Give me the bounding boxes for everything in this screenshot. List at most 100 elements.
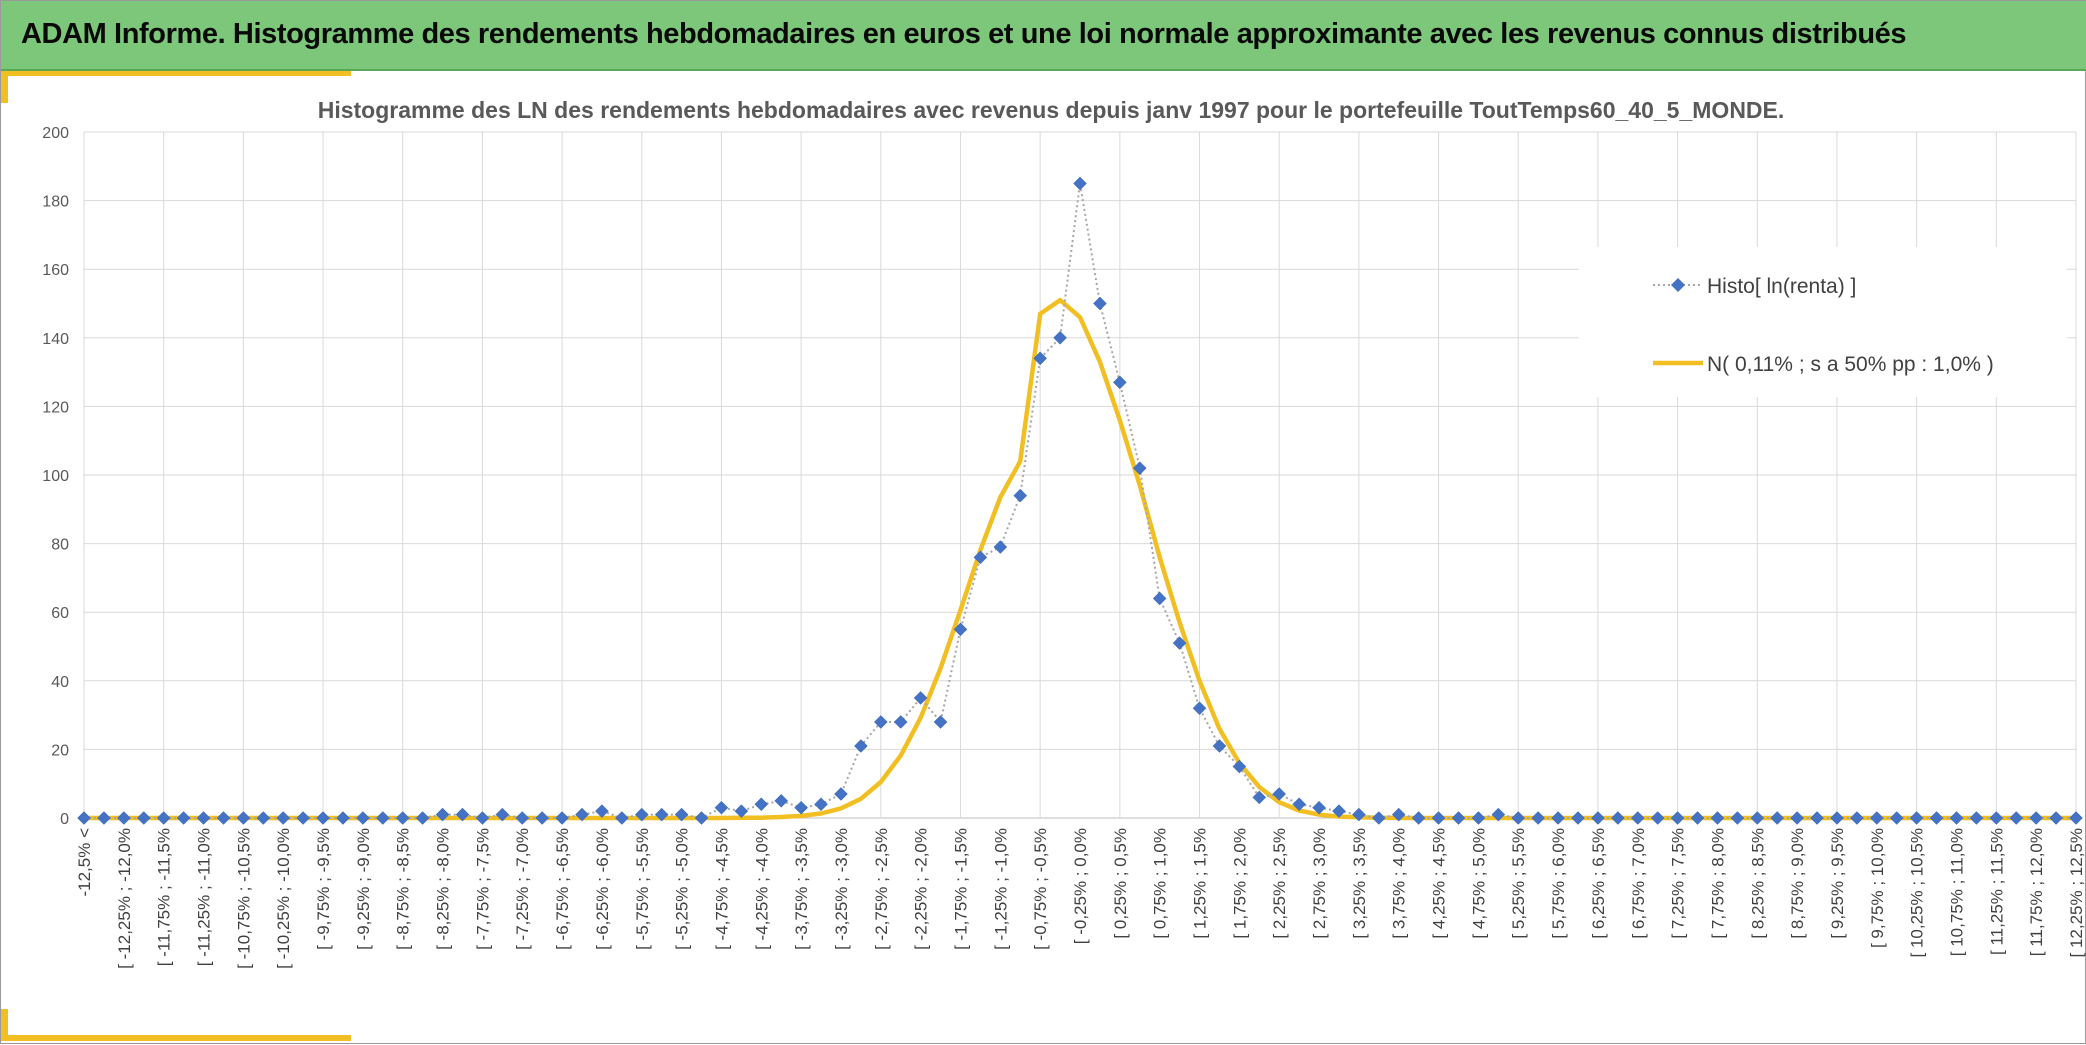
histogram-point — [734, 804, 749, 818]
histogram-point — [455, 807, 470, 822]
histogram-point — [336, 811, 350, 825]
x-tick-label: [ -3,75% ; -3,5% — [792, 828, 811, 950]
histogram-point — [1491, 807, 1506, 822]
histogram-point — [2069, 811, 2083, 825]
histogram-point — [1909, 811, 1924, 825]
histogram-point — [1989, 811, 2004, 825]
x-tick-label: [ 10,75% ; 11,0% — [1947, 828, 1966, 956]
x-tick-label: [ 5,75% ; 6,0% — [1549, 828, 1568, 939]
x-tick-label: [ -5,75% ; -5,5% — [633, 828, 652, 950]
histogram-point — [356, 811, 370, 825]
histogram-point — [1172, 636, 1187, 650]
histogram-point — [435, 807, 450, 822]
histogram-point — [1790, 811, 1804, 825]
histogram-point — [1212, 739, 1227, 753]
x-tick-label: [ -1,25% ; -1,0% — [991, 828, 1010, 950]
top-left-accent-bar — [1, 71, 351, 76]
y-tick-label: 20 — [51, 742, 69, 759]
x-tick-label: [ -6,75% ; -6,5% — [553, 828, 572, 950]
y-tick-label: 100 — [42, 468, 69, 485]
histogram-point — [236, 811, 251, 825]
y-tick-label: 140 — [42, 331, 69, 348]
histogram-point — [1750, 811, 1765, 825]
histogram-point — [1391, 807, 1406, 822]
x-tick-label: [ 0,75% ; 1,0% — [1151, 828, 1170, 939]
x-tick-label: [ -11,25% ; -11,0% — [195, 828, 214, 966]
x-tick-label: [ -4,75% ; -4,5% — [712, 828, 731, 950]
x-tick-label: -12,5% < — [75, 828, 94, 897]
x-tick-label: [ 1,25% ; 1,5% — [1191, 828, 1210, 939]
x-tick-label: [ -12,25% ; -12,0% — [115, 828, 134, 969]
y-tick-label: 120 — [42, 399, 69, 416]
x-tick-label: [ 4,75% ; 5,0% — [1469, 828, 1488, 939]
histogram-point — [2029, 811, 2044, 825]
x-tick-label: [ 11,25% ; 11,5% — [1987, 828, 2006, 955]
histogram-point — [1670, 811, 1685, 825]
histogram-point — [834, 787, 848, 801]
histogram-point — [2009, 811, 2024, 825]
histogram-point — [1969, 811, 1984, 825]
histogram-point — [1371, 811, 1386, 825]
histogram-point — [97, 811, 111, 825]
x-tick-label: [ -3,25% ; -3,0% — [832, 828, 851, 950]
histogram-point — [1511, 811, 1526, 825]
histogram-point — [694, 811, 709, 825]
legend-histogram-marker — [1671, 278, 1685, 292]
y-tick-label: 60 — [51, 605, 69, 622]
x-tick-label: [ 6,75% ; 7,0% — [1629, 828, 1648, 939]
x-tick-label: [ -11,75% ; -11,5% — [155, 828, 174, 966]
histogram-point — [1093, 296, 1107, 311]
x-tick-label: [ -10,25% ; -10,0% — [274, 828, 293, 969]
x-tick-label: [ -2,75% ; -2,5% — [872, 828, 891, 950]
histogram-point — [1292, 797, 1306, 812]
histogram-point — [176, 811, 191, 825]
histogram-point — [256, 811, 271, 825]
histogram-point — [535, 811, 550, 825]
histogram-point — [196, 811, 211, 825]
histogram-point — [873, 715, 888, 729]
histogram-point — [1710, 811, 1725, 825]
histogram-point — [595, 804, 609, 818]
histogram-point — [953, 622, 968, 637]
histogram-point — [1850, 811, 1864, 825]
histogram-point — [933, 715, 948, 729]
histogram-point — [774, 793, 789, 808]
x-tick-label: [ 3,75% ; 4,0% — [1390, 828, 1409, 939]
histogram-point — [1551, 811, 1565, 825]
histogram-point — [395, 811, 410, 825]
histogram-point — [1132, 461, 1147, 475]
x-tick-label: [ 9,25% ; 9,5% — [1828, 828, 1847, 939]
histogram-point — [1013, 488, 1028, 503]
histogram-point — [1830, 811, 1844, 825]
x-tick-label: [ 8,25% ; 8,5% — [1748, 828, 1767, 939]
y-tick-label: 40 — [51, 674, 69, 691]
x-tick-label: [ 7,25% ; 7,5% — [1669, 828, 1688, 939]
histogram-point — [814, 797, 828, 812]
y-tick-label: 0 — [60, 811, 69, 828]
histogram-point — [1531, 811, 1546, 825]
histogram-point — [674, 807, 689, 822]
x-tick-label: [ 11,75% ; 12,0% — [2027, 828, 2046, 956]
histogram-point — [296, 811, 310, 825]
x-tick-label: [ -8,25% ; -8,0% — [434, 828, 453, 950]
histogram-point — [993, 540, 1008, 554]
x-tick-label: [ 4,25% ; 4,5% — [1430, 828, 1449, 939]
x-tick-label: [ 12,25% ; 12,5% — [2067, 828, 2086, 957]
histogram-point — [1073, 176, 1087, 191]
histogram-point — [1889, 811, 1904, 825]
banner-title: ADAM Informe. Histogramme des rendements… — [21, 18, 1907, 50]
histogram-point — [555, 811, 569, 825]
x-tick-label: [ 1,75% ; 2,0% — [1230, 828, 1249, 939]
histogram-point — [634, 807, 649, 822]
x-tick-label: [ -5,25% ; -5,0% — [673, 828, 692, 950]
report-banner: ADAM Informe. Histogramme des rendements… — [1, 1, 2086, 71]
x-tick-label: [ -10,75% ; -10,5% — [234, 828, 253, 969]
histogram-point — [854, 739, 868, 753]
top-left-accent-edge — [1, 71, 8, 103]
y-tick-label: 160 — [42, 262, 69, 279]
histogram-point — [893, 715, 908, 729]
bottom-left-accent-edge — [1, 1009, 8, 1041]
x-tick-label: [ 2,75% ; 3,0% — [1310, 828, 1329, 939]
